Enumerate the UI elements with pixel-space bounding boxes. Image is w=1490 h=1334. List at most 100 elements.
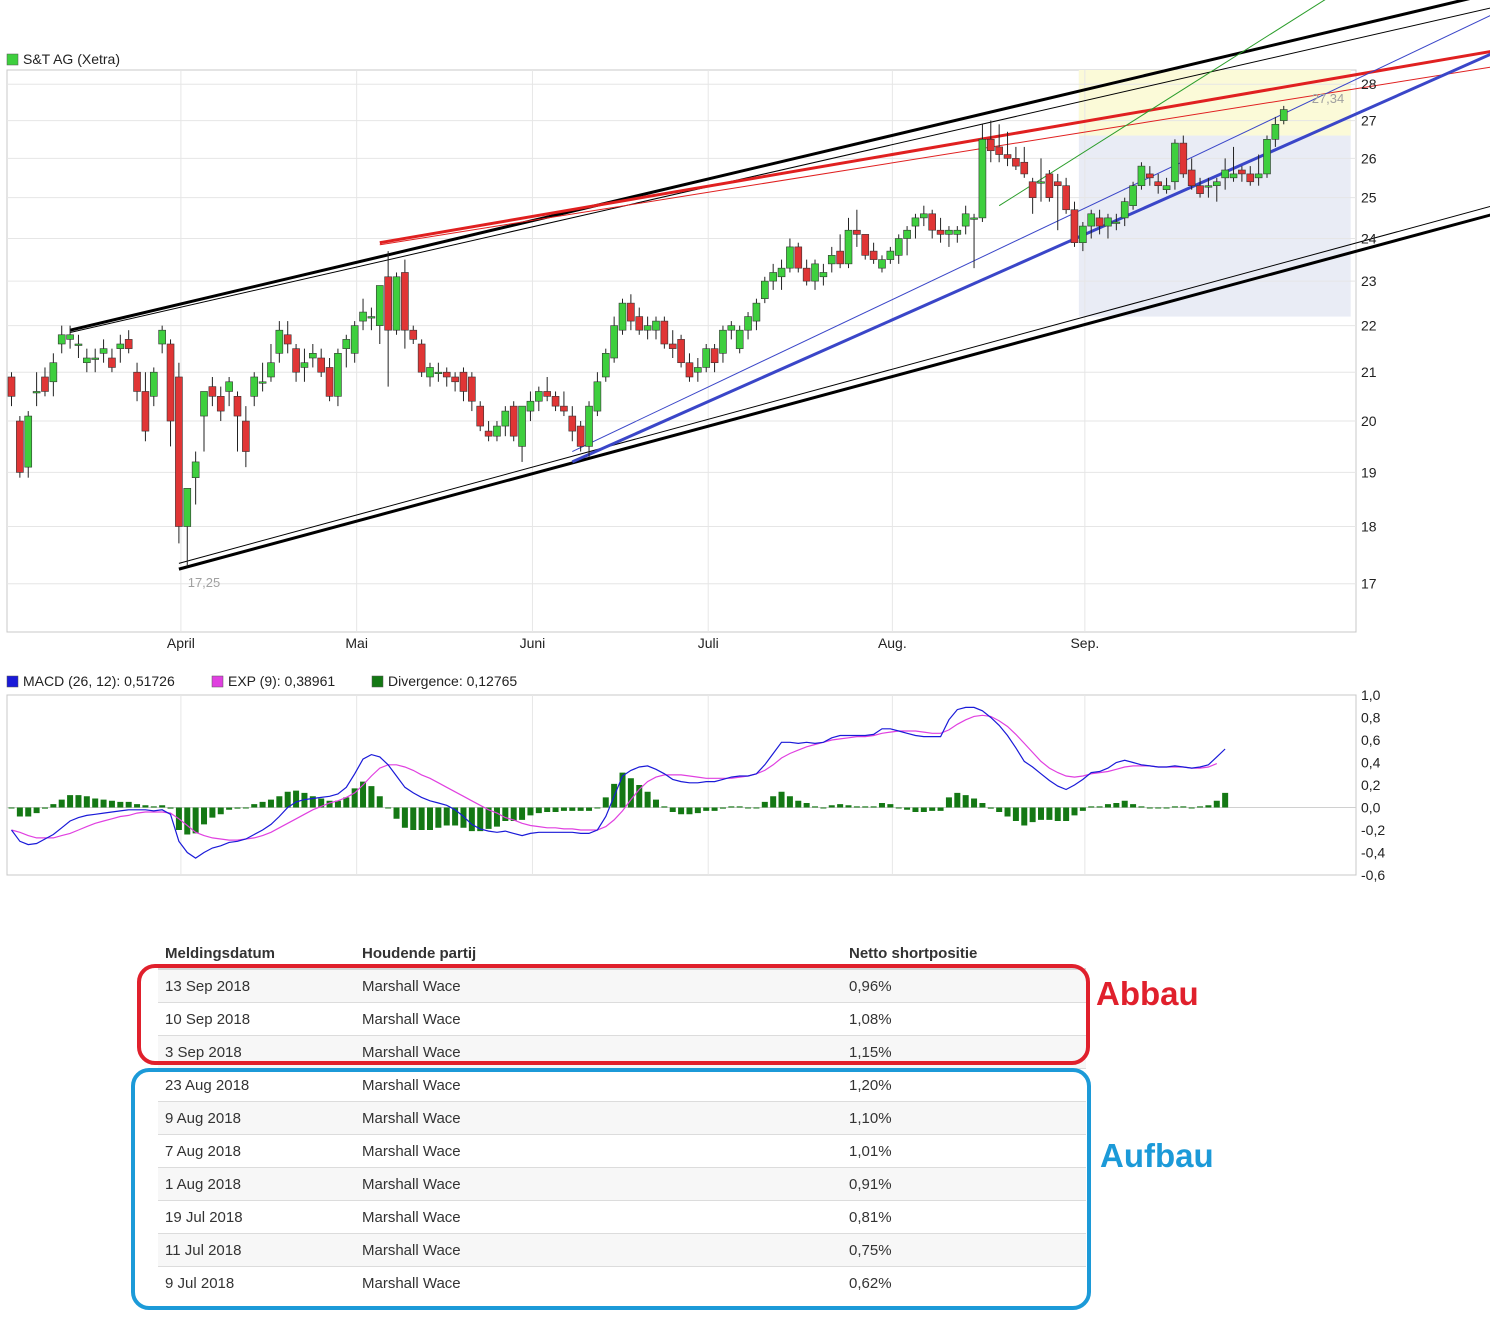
price-y-tick-label: 19 — [1361, 464, 1377, 480]
divergence-bar — [1063, 807, 1070, 821]
cell-holder: Marshall Wace — [355, 1134, 842, 1168]
divergence-bar — [368, 786, 375, 808]
divergence-bar — [878, 803, 885, 808]
divergence-bar — [937, 807, 944, 811]
price-y-tick-label: 26 — [1361, 150, 1377, 166]
divergence-bar — [728, 806, 735, 808]
divergence-legend-item: Divergence: 0,12765 — [388, 673, 517, 689]
macd-chart: 1,0 0,8 0,6 0,4 0,2 0,0 -0,2 -0,4 -0,6 MACD (26,… — [6, 673, 1385, 883]
divergence-bar — [1222, 792, 1229, 808]
cell-position: 0,91% — [842, 1167, 1086, 1201]
candle — [518, 405, 526, 462]
macd-y-tick-label: 1,0 — [1361, 687, 1381, 703]
divergence-bar — [334, 800, 341, 808]
candle — [869, 242, 878, 264]
divergence-bar — [795, 800, 802, 808]
candle — [334, 348, 342, 407]
divergence-bar — [853, 806, 860, 808]
divergence-bar — [1138, 806, 1145, 808]
cell-date: 7 Aug 2018 — [158, 1134, 355, 1168]
divergence-bar — [627, 778, 634, 808]
divergence-bar — [652, 799, 659, 808]
candle — [618, 298, 627, 335]
table-row: 19 Jul 2018 Marshall Wace 0,81% — [158, 1200, 1086, 1234]
divergence-bar — [251, 804, 258, 808]
divergence-bar — [770, 796, 777, 808]
divergence-bar — [326, 800, 333, 808]
candle — [57, 325, 66, 354]
candle — [1095, 209, 1104, 235]
table-row: 23 Aug 2018 Marshall Wace 1,20% — [158, 1068, 1086, 1102]
divergence-bar — [753, 807, 760, 809]
candle — [275, 321, 284, 363]
divergence-bar — [803, 803, 810, 808]
macd-y-tick-label: -0,2 — [1361, 822, 1385, 838]
divergence-bar — [510, 807, 517, 821]
divergence-bar — [694, 807, 701, 814]
cell-position: 1,01% — [842, 1134, 1086, 1168]
candle — [468, 372, 476, 412]
macd-y-tick-label: -0,4 — [1361, 845, 1385, 861]
cell-date: 19 Jul 2018 — [158, 1200, 355, 1234]
candle — [1229, 146, 1238, 182]
divergence-bar — [669, 807, 676, 812]
candle — [359, 298, 367, 331]
divergence-bar — [226, 807, 233, 810]
candle — [24, 411, 33, 478]
divergence-bar — [644, 791, 651, 808]
divergence-bar — [544, 807, 551, 812]
cell-holder: Marshall Wace — [355, 1200, 842, 1234]
divergence-bar — [452, 807, 459, 826]
candle — [451, 372, 459, 392]
divergence-bar — [812, 806, 819, 808]
candle — [1162, 177, 1171, 194]
divergence-bar — [954, 792, 961, 808]
candle — [1137, 162, 1146, 190]
candle — [108, 348, 116, 373]
divergence-bar — [134, 804, 141, 808]
cell-holder: Marshall Wace — [355, 1233, 842, 1267]
exp-line — [11, 714, 1218, 841]
candle — [367, 307, 376, 331]
candle — [936, 217, 945, 243]
candle — [995, 124, 1003, 163]
divergence-bar — [410, 807, 417, 830]
cell-holder: Marshall Wace — [355, 1167, 842, 1201]
candle — [685, 353, 694, 382]
divergence-bar — [661, 806, 668, 808]
divergence-bar — [920, 807, 927, 812]
trend-line — [178, 213, 1490, 571]
candle — [811, 259, 819, 290]
divergence-bar — [443, 807, 450, 826]
divergence-bar — [845, 805, 852, 808]
candle — [1171, 139, 1179, 190]
candle — [819, 263, 828, 286]
price-x-tick-label: Juni — [520, 635, 546, 651]
divergence-bar — [435, 807, 442, 828]
divergence-bar — [745, 807, 752, 809]
candle — [459, 367, 468, 402]
trend-line — [379, 66, 1490, 246]
candle — [1028, 177, 1037, 214]
table-row: 1 Aug 2018 Marshall Wace 0,91% — [158, 1167, 1086, 1201]
candle — [133, 362, 141, 402]
candle — [1146, 166, 1154, 186]
divergence-bar — [736, 806, 743, 808]
candle — [1196, 177, 1204, 198]
divergence-bar — [209, 807, 216, 818]
table-row: 9 Aug 2018 Marshall Wace 1,10% — [158, 1101, 1086, 1135]
macd-y-tick-label: 0,0 — [1361, 800, 1381, 816]
candle — [961, 205, 970, 235]
candle — [116, 334, 125, 363]
cell-position: 0,81% — [842, 1200, 1086, 1234]
candle — [551, 391, 560, 412]
candle — [409, 325, 418, 344]
candle — [1120, 197, 1129, 227]
candle — [66, 325, 74, 349]
candle — [16, 416, 24, 478]
candle — [953, 226, 962, 243]
divergence-bar — [385, 807, 392, 809]
divergence-bar — [67, 795, 74, 808]
divergence-bar — [569, 807, 576, 811]
divergence-bar — [1213, 800, 1220, 808]
